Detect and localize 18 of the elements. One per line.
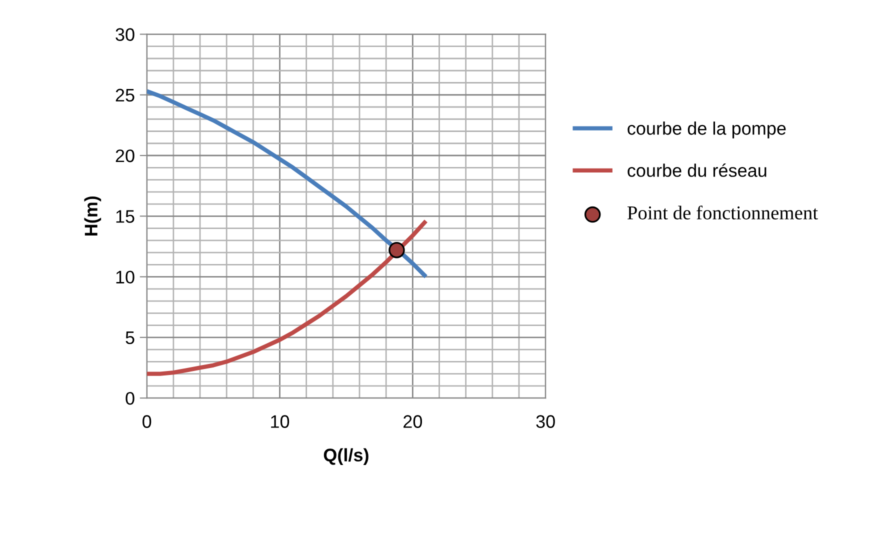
x-tick-label: 0	[142, 415, 152, 428]
x-tick-label: 20	[404, 415, 422, 428]
legend-label: courbe de la pompe	[628, 122, 786, 138]
x-tick-label: 10	[271, 415, 290, 428]
y-tick-label: 20	[116, 149, 134, 162]
y-tick-label: 30	[116, 28, 134, 41]
y-axis-title: H(m)	[84, 196, 102, 236]
y-tick-label: 5	[126, 332, 134, 344]
x-axis-title: Q(l/s)	[324, 448, 368, 466]
line-series	[146, 89, 428, 279]
y-tick-label: 0	[126, 392, 134, 405]
line-series	[146, 218, 428, 376]
legend-label: courbe du réseau	[628, 163, 766, 177]
y-tick-label: 25	[116, 88, 134, 102]
y-tick-label: 10	[116, 270, 134, 284]
y-tick-label: 15	[116, 210, 134, 223]
x-tick-label: 30	[536, 415, 555, 428]
legend-label: Point de fonctionnement	[627, 206, 818, 220]
